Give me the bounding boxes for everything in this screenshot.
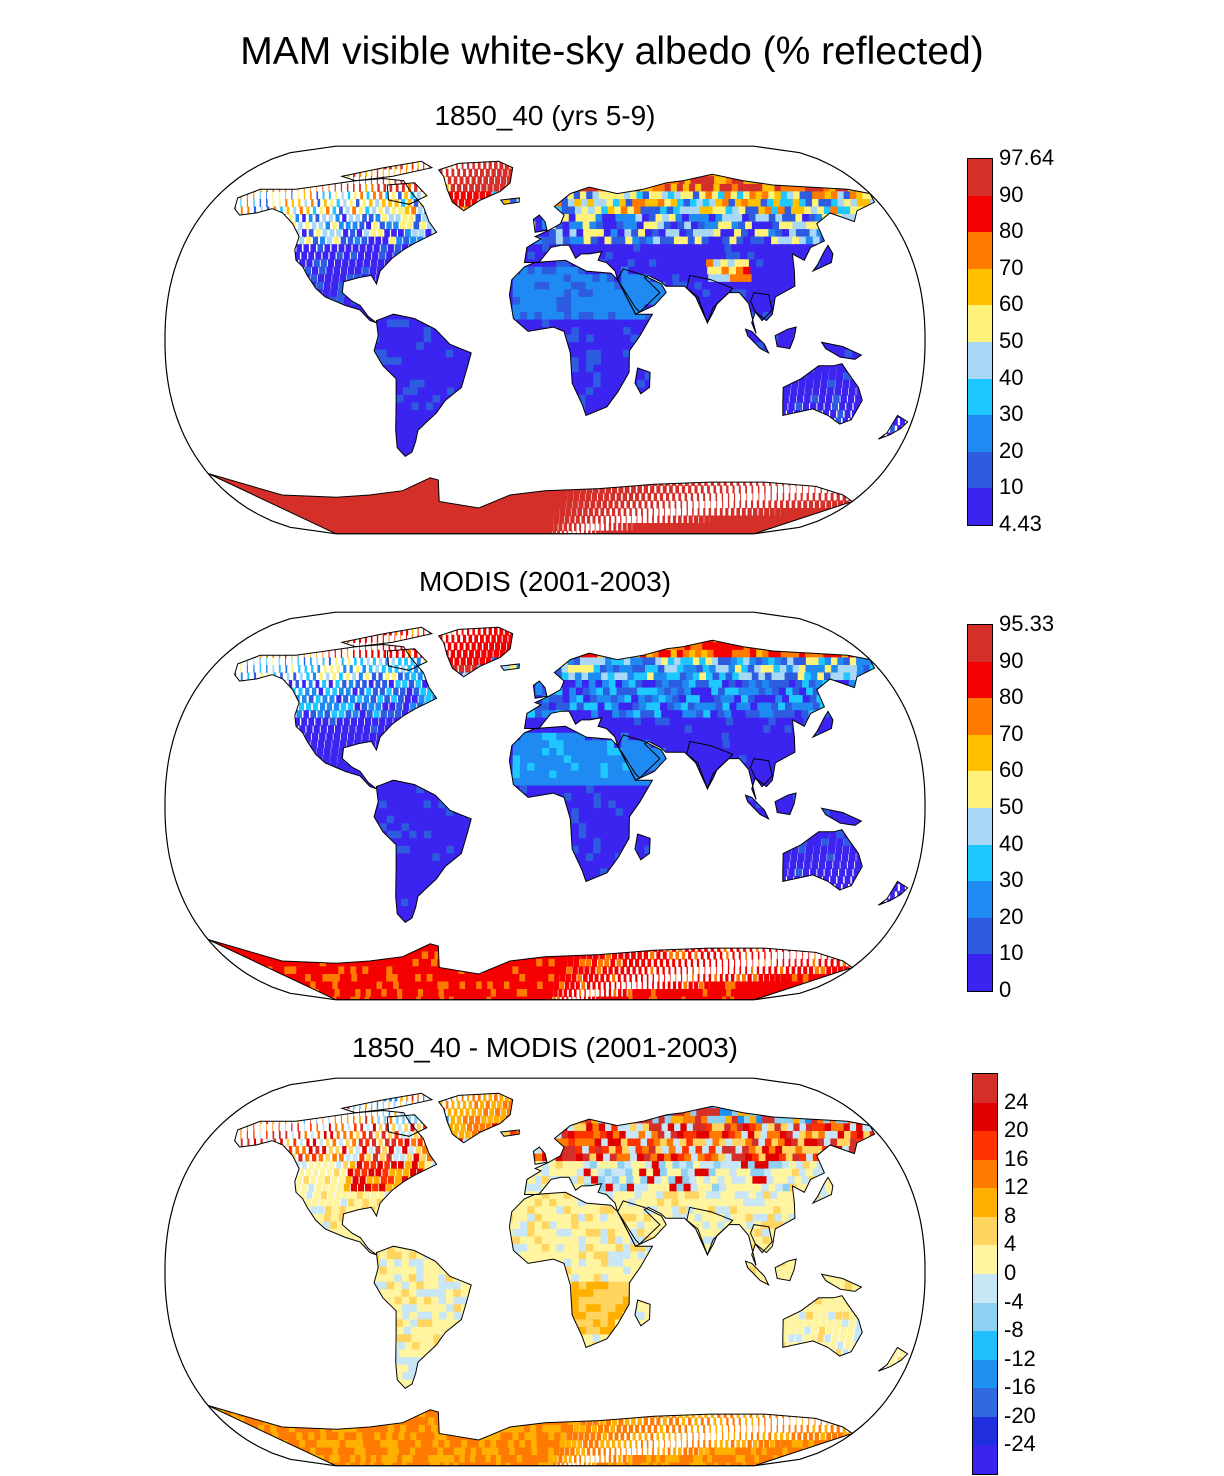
colorbar-swatch: [973, 1159, 997, 1189]
colorbar-swatch: [968, 698, 992, 736]
map-outline: [164, 611, 926, 1001]
colorbar-swatch: [973, 1216, 997, 1246]
colorbar-swatch: [968, 268, 992, 306]
coastlines: [207, 160, 909, 534]
colorbar-label: -12: [1004, 1345, 1036, 1371]
map-obs: [164, 611, 926, 1001]
colorbar-swatch: [968, 305, 992, 343]
colorbar-swatch: [968, 917, 992, 955]
colorbar-swatch: [968, 954, 992, 992]
map-diff: [164, 1077, 926, 1467]
colorbar-box: [967, 158, 993, 526]
colorbar-label: -24: [1004, 1431, 1036, 1457]
colorbar-swatch: [968, 378, 992, 416]
colorbar-label: 30: [999, 401, 1024, 427]
colorbar-label: 10: [999, 940, 1024, 966]
colorbar-label: 95.33: [999, 611, 1055, 636]
figure-title: MAM visible white-sky albedo (% reflecte…: [240, 30, 984, 73]
colorbar-swatch: [973, 1388, 997, 1418]
colorbar-label: 0: [999, 977, 1012, 1002]
colorbar-swatch: [968, 625, 992, 663]
colorbar-swatch: [973, 1331, 997, 1361]
colorbar-swatch: [973, 1102, 997, 1132]
colorbar-swatch: [968, 734, 992, 772]
colorbar-swatch: [973, 1359, 997, 1389]
panel-title-model: 1850_40 (yrs 5-9): [434, 100, 656, 131]
colorbar-label: 8: [1004, 1202, 1017, 1228]
colorbar-label: 4.43: [999, 511, 1042, 536]
colorbar-label: 90: [999, 181, 1024, 207]
colorbar-swatch: [973, 1245, 997, 1275]
colorbar-box: [967, 624, 993, 992]
colorbar-label: 12: [1004, 1174, 1029, 1200]
colorbar-label: 24: [1004, 1088, 1029, 1114]
colorbar-label: 50: [999, 328, 1024, 353]
colorbar-swatch: [968, 232, 992, 270]
panel-title-diff: 1850_40 - MODIS (2001-2003): [352, 1032, 738, 1063]
colorbar-label: 40: [999, 364, 1024, 390]
coastlines: [207, 626, 909, 1000]
colorbar-label: 60: [999, 757, 1024, 783]
colorbar-label: 30: [999, 867, 1024, 893]
colorbar-swatch: [968, 808, 992, 846]
colorbar-swatch: [968, 342, 992, 380]
colorbar-label: 90: [999, 647, 1024, 673]
colorbar-swatch: [968, 415, 992, 453]
colorbar-label: -16: [1004, 1374, 1036, 1400]
colorbar-label: 70: [999, 720, 1024, 746]
colorbar-swatch: [973, 1416, 997, 1446]
coastlines: [207, 1092, 909, 1466]
colorbar-label: 16: [1004, 1145, 1029, 1171]
colorbar-label: 40: [999, 830, 1024, 856]
panel-title-obs: MODIS (2001-2003): [418, 566, 672, 597]
colorbar-swatch: [973, 1074, 997, 1104]
colorbar-label: 20: [999, 437, 1024, 463]
colorbar-label: 20: [1004, 1117, 1029, 1143]
colorbar-label: 80: [999, 684, 1024, 710]
colorbar-swatch: [973, 1274, 997, 1304]
colorbar-swatch: [968, 844, 992, 882]
colorbar-label: 4: [1004, 1231, 1017, 1257]
colorbar-swatch: [968, 159, 992, 197]
colorbar-label: 50: [999, 794, 1024, 819]
colorbar-label: 0: [1004, 1260, 1017, 1285]
map-model: [164, 145, 926, 535]
colorbar-label: 70: [999, 254, 1024, 280]
colorbar-label: 80: [999, 218, 1024, 244]
map-outline: [164, 145, 926, 535]
colorbar-label: 10: [999, 474, 1024, 500]
colorbar-swatch: [968, 451, 992, 489]
colorbar-swatch: [973, 1445, 997, 1475]
colorbar-swatch: [968, 661, 992, 699]
colorbar-box: [972, 1073, 998, 1475]
map-outline: [164, 1077, 926, 1467]
colorbar-label: 20: [999, 903, 1024, 929]
colorbar-swatch: [973, 1302, 997, 1332]
colorbar-label: 60: [999, 291, 1024, 317]
colorbar-label: 97.64: [999, 145, 1055, 170]
colorbar-swatch: [968, 771, 992, 809]
colorbar-label: -4: [1004, 1288, 1024, 1314]
colorbar-swatch: [968, 881, 992, 919]
colorbar-swatch: [973, 1131, 997, 1161]
colorbar-swatch: [973, 1188, 997, 1218]
colorbar-label: -20: [1004, 1402, 1036, 1428]
colorbar-swatch: [968, 488, 992, 526]
colorbar-label: -8: [1004, 1317, 1024, 1343]
colorbar-swatch: [968, 195, 992, 233]
